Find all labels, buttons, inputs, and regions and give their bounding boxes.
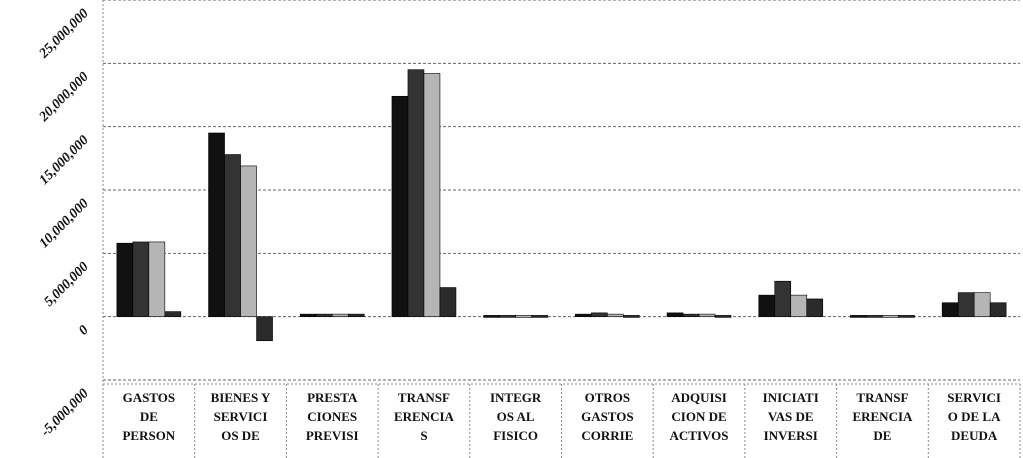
bar <box>714 315 732 318</box>
x-tick-label: TRANSF ERENCIA S <box>393 390 454 443</box>
x-tick-label: SERVICI O DE LA DEUDA <box>947 390 1001 443</box>
bar <box>299 313 317 317</box>
y-tick-label: 5,000,000 <box>42 260 92 310</box>
bar <box>682 313 700 317</box>
bar <box>347 313 365 317</box>
y-tick-label: 15,000,000 <box>37 133 92 188</box>
x-tick-label: OTROS GASTOS CORRIE <box>581 390 634 443</box>
bar <box>439 287 457 317</box>
x-tick-label: TRANSF ERENCIA DE <box>852 390 913 443</box>
bar <box>698 313 716 317</box>
bar <box>407 69 425 317</box>
bar <box>623 315 640 318</box>
y-tick-label: 0 <box>76 323 92 339</box>
bar <box>866 315 883 318</box>
bar <box>331 313 349 317</box>
x-tick-label: INICIATI VAS DE INVERSI <box>762 390 819 443</box>
x-tick-label: GASTOS DE PERSON <box>122 390 176 443</box>
bar <box>591 312 608 317</box>
y-tick-label: 20,000,000 <box>36 70 92 126</box>
bar <box>423 73 441 317</box>
y-tick-label: -5,000,000 <box>38 386 92 440</box>
bar <box>116 242 134 317</box>
bar <box>531 315 548 318</box>
bar <box>957 292 975 317</box>
bar <box>132 241 150 317</box>
bar <box>208 132 225 317</box>
bar <box>898 315 915 318</box>
bar <box>666 312 684 317</box>
bar <box>989 302 1007 317</box>
bar <box>774 280 792 317</box>
bar <box>315 313 333 317</box>
bar <box>607 313 624 317</box>
bar <box>499 315 516 318</box>
bar <box>850 315 867 318</box>
bar <box>240 165 257 317</box>
bar <box>758 294 776 317</box>
x-tick-label: ADQUISI CION DE ACTIVOS <box>669 390 729 443</box>
bar <box>515 315 532 318</box>
bar <box>882 315 899 318</box>
bar <box>224 154 241 317</box>
x-tick-label: INTEGR OS AL FISICO <box>489 390 542 443</box>
bar <box>941 302 959 317</box>
y-tick-label: 10,000,000 <box>37 196 92 251</box>
bar <box>483 315 500 318</box>
bar <box>256 316 273 342</box>
bar <box>973 292 991 317</box>
bar <box>391 95 409 317</box>
y-tick-label: 25,000,000 <box>36 6 92 62</box>
bar <box>575 313 592 317</box>
bar <box>148 241 166 317</box>
x-tick-label: BIENES Y SERVICI OS DE <box>210 390 271 443</box>
bar <box>164 311 182 317</box>
x-tick-label: PRESTA CIONES PREVISI <box>305 390 359 443</box>
bar <box>790 294 808 317</box>
bar <box>806 298 824 317</box>
